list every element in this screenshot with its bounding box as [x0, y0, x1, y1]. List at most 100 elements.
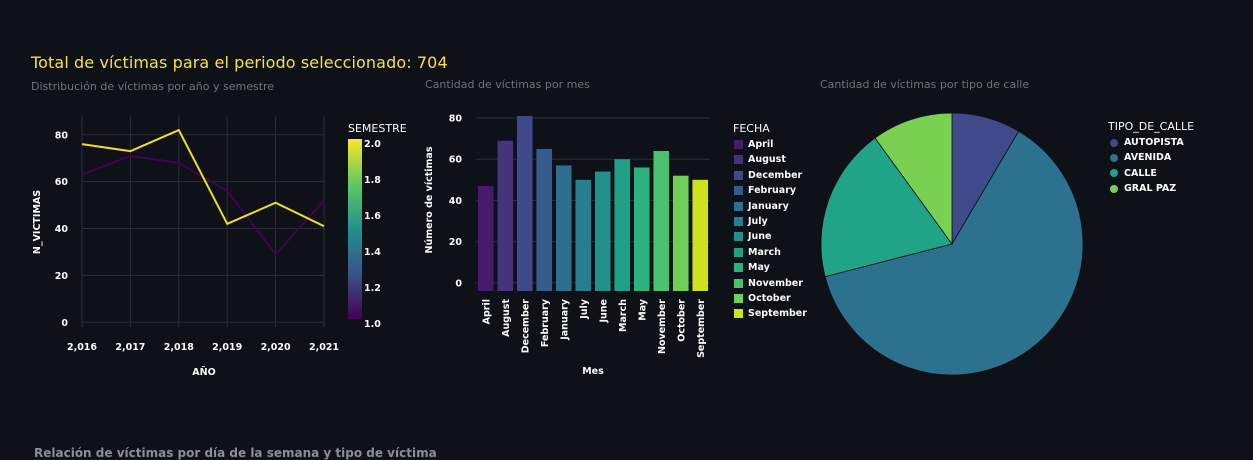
bar-april — [478, 186, 494, 291]
x-tick-label: October — [676, 299, 687, 342]
x-tick-label: December — [520, 299, 531, 354]
legend-label: May — [748, 262, 770, 273]
bar-chart: 0 20 40 60 80 April August December February Janu… — [410, 100, 740, 400]
y-tick-label: 0 — [61, 318, 68, 329]
legend-item-june[interactable]: June — [734, 231, 772, 242]
x-tick-label: April — [481, 299, 492, 324]
legend-label: July — [748, 216, 768, 227]
y-axis-label: Número de víctimas — [424, 146, 435, 253]
tipo-calle-legend-title: TIPO_DE_CALLE — [1108, 120, 1194, 133]
y-tick-label: 40 — [449, 196, 463, 207]
legend-label: August — [748, 154, 786, 165]
colorbar-tick-label: 1.0 — [364, 319, 381, 330]
legend-item-august[interactable]: August — [734, 154, 786, 165]
colorbar-tick-label: 1.2 — [364, 283, 381, 294]
legend-label: AUTOPISTA — [1124, 137, 1184, 148]
legend-label: GRAL PAZ — [1124, 183, 1176, 194]
legend-swatch — [734, 186, 743, 195]
legend-swatch — [734, 140, 743, 149]
colorbar-tick-label: 2.0 — [364, 139, 381, 150]
legend-label: February — [748, 185, 796, 196]
x-tick-label: January — [559, 298, 570, 341]
legend-item-autopista[interactable]: AUTOPISTA — [1110, 137, 1184, 148]
legend-swatch — [734, 171, 743, 180]
semestre-colorbar: 2.01.81.61.41.21.0 — [346, 136, 406, 336]
x-tick-label: July — [579, 298, 590, 320]
legend-swatch — [734, 248, 743, 257]
line-chart-title: Distribución de víctimas por año y semes… — [31, 80, 274, 93]
fecha-legend-title: FECHA — [733, 122, 770, 135]
x-tick-label: August — [501, 299, 512, 337]
legend-swatch — [734, 155, 743, 164]
legend-label: January — [748, 201, 789, 212]
legend-label: April — [748, 139, 773, 150]
legend-item-calle[interactable]: CALLE — [1110, 168, 1157, 179]
x-tick-label: 2,017 — [115, 342, 145, 353]
legend-item-november[interactable]: November — [734, 278, 803, 289]
y-tick-label: 40 — [55, 224, 69, 235]
bar-september — [692, 180, 708, 291]
pie-chart-title: Cantidad de víctimas por tipo de calle — [820, 78, 1029, 91]
legend-label: CALLE — [1124, 168, 1157, 179]
legend-swatch — [734, 263, 743, 272]
legend-swatch — [1110, 139, 1118, 147]
x-axis-label: Mes — [582, 366, 604, 377]
legend-item-september[interactable]: September — [734, 308, 807, 319]
x-tick-label: 2,021 — [309, 342, 339, 353]
legend-item-october[interactable]: October — [734, 293, 791, 304]
y-tick-label: 60 — [55, 177, 69, 188]
y-tick-label: 60 — [449, 155, 463, 166]
y-tick-label: 20 — [449, 237, 463, 248]
colorbar-tick-label: 1.6 — [364, 211, 381, 222]
legend-item-february[interactable]: February — [734, 185, 796, 196]
x-tick-label: 2,016 — [67, 342, 97, 353]
legend-label: June — [748, 231, 772, 242]
legend-item-january[interactable]: January — [734, 201, 789, 212]
legend-item-april[interactable]: April — [734, 139, 773, 150]
legend-item-july[interactable]: July — [734, 216, 768, 227]
legend-label: AVENIDA — [1124, 152, 1171, 163]
x-tick-label: September — [696, 299, 707, 358]
legend-item-gral-paz[interactable]: GRAL PAZ — [1110, 183, 1176, 194]
legend-swatch — [734, 202, 743, 211]
x-tick-label: 2,019 — [212, 342, 242, 353]
bar-october — [673, 176, 689, 291]
legend-swatch — [734, 232, 743, 241]
legend-item-december[interactable]: December — [734, 170, 802, 181]
x-tick-label: June — [598, 299, 609, 324]
colorbar-gradient — [348, 139, 362, 319]
bar-august — [497, 141, 513, 291]
weekday-chart-title: Relación de víctimas por día de la seman… — [34, 446, 437, 460]
bar-july — [575, 180, 591, 291]
series-line-semestre-2 — [82, 130, 324, 226]
legend-swatch — [734, 217, 743, 226]
colorbar-tick-label: 1.4 — [364, 247, 381, 258]
legend-swatch — [1110, 154, 1118, 162]
legend-item-may[interactable]: May — [734, 262, 770, 273]
x-tick-label: 2,018 — [164, 342, 194, 353]
legend-item-avenida[interactable]: AVENIDA — [1110, 152, 1171, 163]
y-tick-label: 20 — [55, 271, 69, 282]
x-tick-label: November — [657, 299, 668, 354]
y-tick-label: 80 — [449, 114, 463, 125]
top-edge-fragments — [0, 0, 1253, 10]
x-tick-label: 2,020 — [261, 342, 291, 353]
bar-chart-title: Cantidad de víctimas por mes — [425, 78, 590, 91]
y-tick-label: 0 — [455, 278, 462, 289]
legend-item-march[interactable]: March — [734, 247, 781, 258]
total-victims-headline: Total de víctimas para el periodo selecc… — [31, 53, 448, 72]
bar-november — [653, 151, 669, 291]
legend-swatch — [1110, 185, 1118, 193]
x-tick-label: May — [637, 298, 648, 321]
bar-march — [614, 159, 630, 291]
legend-label: October — [748, 293, 791, 304]
legend-swatch — [734, 309, 743, 318]
y-axis-label: N_VICTIMAS — [32, 190, 43, 254]
x-tick-label: February — [540, 298, 551, 347]
bar-february — [536, 149, 552, 291]
legend-label: December — [748, 170, 802, 181]
legend-swatch — [734, 294, 743, 303]
x-tick-label: March — [618, 299, 629, 332]
bar-may — [634, 167, 650, 291]
